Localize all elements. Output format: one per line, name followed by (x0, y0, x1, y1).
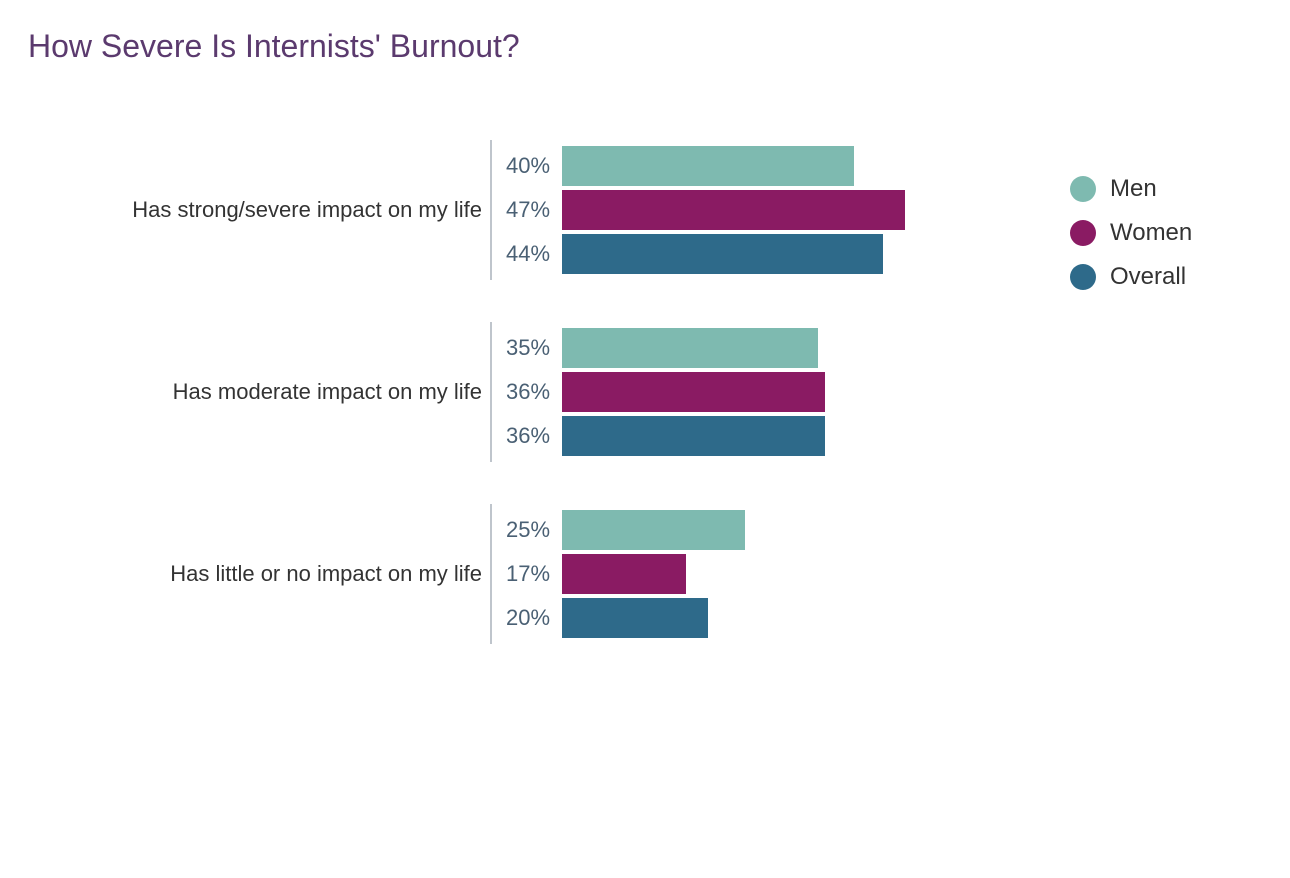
value-label: 36% (492, 379, 562, 405)
chart-area: Has strong/severe impact on my life 40% … (50, 140, 1030, 686)
bar-overall (562, 234, 883, 274)
bar-row-overall: 44% (492, 232, 905, 276)
value-label: 25% (492, 517, 562, 543)
bar-row-women: 36% (492, 370, 825, 414)
legend-item-men: Men (1070, 175, 1192, 203)
value-label: 44% (492, 241, 562, 267)
value-label: 20% (492, 605, 562, 631)
bars-wrap: 40% 47% 44% (490, 140, 905, 280)
value-label: 35% (492, 335, 562, 361)
legend-item-women: Women (1070, 219, 1192, 247)
legend-label: Men (1110, 175, 1157, 203)
value-label: 36% (492, 423, 562, 449)
category-label: Has strong/severe impact on my life (50, 197, 490, 223)
legend-swatch-women (1070, 220, 1096, 246)
legend-item-overall: Overall (1070, 263, 1192, 291)
bar-women (562, 372, 825, 412)
bar-row-overall: 20% (492, 596, 745, 640)
bars-wrap: 35% 36% 36% (490, 322, 825, 462)
category-label: Has moderate impact on my life (50, 379, 490, 405)
bar-women (562, 190, 905, 230)
bar-row-women: 47% (492, 188, 905, 232)
chart-title: How Severe Is Internists' Burnout? (28, 28, 520, 65)
value-label: 17% (492, 561, 562, 587)
bar-row-men: 35% (492, 326, 825, 370)
bar-overall (562, 598, 708, 638)
value-label: 40% (492, 153, 562, 179)
bar-row-women: 17% (492, 552, 745, 596)
category-label: Has little or no impact on my life (50, 561, 490, 587)
legend-label: Overall (1110, 263, 1186, 291)
bar-group: Has moderate impact on my life 35% 36% 3… (50, 322, 1030, 462)
bar-men (562, 146, 854, 186)
bar-men (562, 510, 745, 550)
bar-row-men: 40% (492, 144, 905, 188)
bar-row-men: 25% (492, 508, 745, 552)
legend: Men Women Overall (1070, 175, 1192, 307)
legend-label: Women (1110, 219, 1192, 247)
bar-group: Has little or no impact on my life 25% 1… (50, 504, 1030, 644)
value-label: 47% (492, 197, 562, 223)
bars-wrap: 25% 17% 20% (490, 504, 745, 644)
bar-overall (562, 416, 825, 456)
bar-group: Has strong/severe impact on my life 40% … (50, 140, 1030, 280)
bar-men (562, 328, 818, 368)
legend-swatch-men (1070, 176, 1096, 202)
bar-women (562, 554, 686, 594)
legend-swatch-overall (1070, 264, 1096, 290)
bar-row-overall: 36% (492, 414, 825, 458)
